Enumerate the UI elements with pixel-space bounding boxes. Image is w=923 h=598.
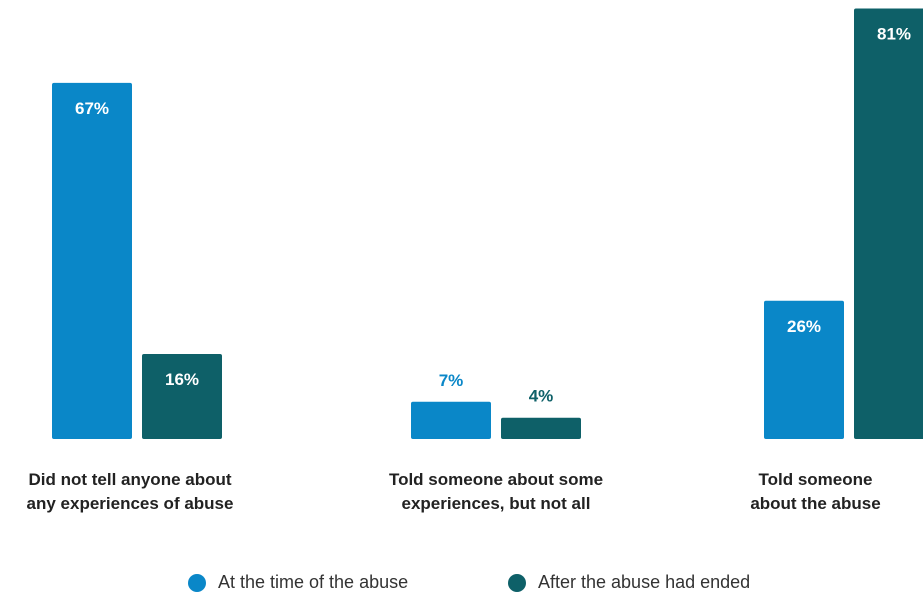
legend-item-after-ended: After the abuse had ended	[508, 572, 750, 593]
data-label-s1-c2: 81%	[877, 24, 911, 43]
category-label-0: Did not tell anyone about any experience…	[0, 468, 260, 516]
bar-s0-c1	[411, 401, 491, 439]
legend-label-after-ended: After the abuse had ended	[538, 572, 751, 592]
legend: At the time of the abuse After the abuse…	[0, 572, 923, 598]
category-label-2: Told someone about the abuse	[708, 468, 923, 516]
bar-s0-c2	[764, 300, 844, 439]
bar-s0-c0	[52, 82, 132, 440]
category-label-1-line-2: experiences, but not all	[401, 494, 591, 513]
legend-dot-at-time-icon	[188, 573, 206, 592]
data-label-s0-c1: 7%	[439, 371, 464, 390]
category-label-1: Told someone about some experiences, but…	[366, 468, 626, 516]
category-label-2-line-1: Told someone	[758, 470, 873, 489]
category-label-1-line-1: Told someone about some	[388, 470, 604, 489]
data-label-s0-c2: 26%	[787, 317, 821, 336]
category-label-0-line-2: any experiences of abuse	[26, 494, 234, 513]
category-label-0-line-1: Did not tell anyone about	[28, 470, 232, 489]
legend-label-at-time: At the time of the abuse	[218, 572, 409, 592]
bar-s1-c1	[501, 417, 581, 439]
legend-dot-after-ended-icon	[508, 573, 526, 592]
data-label-s1-c1: 4%	[529, 387, 554, 406]
bar-s1-c0	[142, 353, 222, 439]
bar-s1-c2	[854, 8, 923, 439]
data-label-s0-c0: 67%	[75, 99, 109, 118]
legend-item-at-time: At the time of the abuse	[188, 572, 408, 593]
category-label-2-line-2: about the abuse	[750, 494, 881, 513]
data-label-s1-c0: 16%	[165, 370, 199, 389]
